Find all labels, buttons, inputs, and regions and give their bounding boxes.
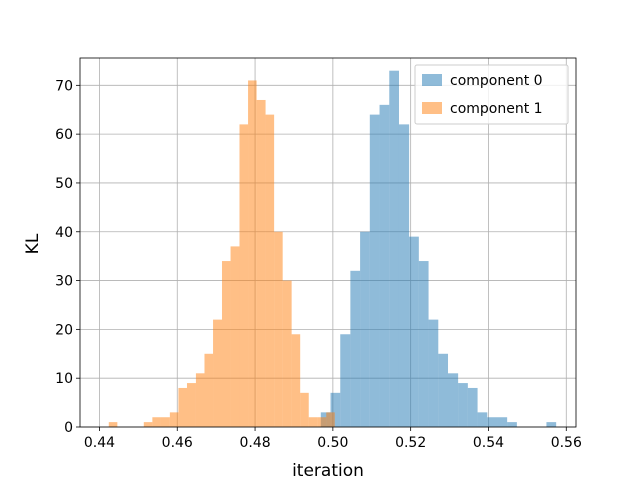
- histogram-bar-series-0: [477, 412, 488, 427]
- histogram-bars: [108, 70, 557, 427]
- histogram-bar-series-0: [418, 261, 429, 427]
- histogram-bar-series-0: [438, 353, 449, 427]
- histogram-bar-series-1: [108, 422, 118, 427]
- histogram-bar-series-1: [326, 412, 335, 427]
- histogram-bar-series-0: [340, 334, 351, 427]
- histogram-bar-series-1: [300, 392, 309, 427]
- y-tick-label: 60: [55, 127, 73, 143]
- histogram-bar-series-1: [160, 417, 170, 427]
- y-tick-label: 10: [55, 371, 73, 387]
- histogram-bar-series-1: [239, 124, 249, 427]
- histogram-bar-series-1: [204, 353, 214, 427]
- histogram-bar-series-0: [428, 319, 439, 427]
- histogram-bar-series-1: [274, 231, 283, 427]
- histogram-bar-series-0: [487, 417, 498, 427]
- histogram-bar-series-0: [389, 70, 399, 427]
- histogram-bar-series-1: [248, 80, 257, 427]
- histogram-bar-series-0: [448, 373, 459, 427]
- histogram-bar-series-1: [265, 114, 275, 427]
- x-axis-label: iteration: [292, 461, 364, 480]
- histogram-bar-series-0: [379, 104, 390, 427]
- histogram-bar-series-0: [507, 422, 517, 427]
- histogram-bar-series-0: [398, 124, 410, 427]
- x-tick-label: 0.52: [395, 435, 426, 451]
- histogram-bar-series-1: [230, 246, 240, 427]
- y-axis-label: KL: [23, 233, 43, 254]
- histogram-bar-series-0: [360, 231, 370, 427]
- y-axis-ticks: 0 10 20 30 40 50 60 70: [55, 78, 80, 436]
- y-tick-label: 40: [55, 225, 73, 241]
- histogram-bar-series-1: [178, 387, 187, 427]
- histogram-bar-series-1: [169, 412, 179, 427]
- histogram-bar-series-1: [143, 422, 153, 427]
- legend-label: component 1: [450, 101, 543, 117]
- x-tick-label: 0.54: [473, 435, 504, 451]
- legend-swatch: [422, 74, 442, 86]
- histogram-bar-series-1: [256, 99, 266, 427]
- legend-box: [414, 64, 569, 125]
- x-axis-ticks: 0.44 0.46 0.48 0.50 0.52 0.54 0.56: [84, 427, 582, 451]
- histogram-bar-series-1: [317, 417, 327, 427]
- plot-frame: [79, 57, 577, 428]
- histogram-bar-series-1: [213, 319, 222, 427]
- x-tick-label: 0.50: [317, 435, 348, 451]
- x-tick-label: 0.56: [551, 435, 582, 451]
- y-tick-label: 70: [55, 78, 73, 94]
- histogram-bar-series-1: [152, 417, 161, 427]
- histogram-bar-series-1: [308, 417, 318, 427]
- histogram-bar-series-0: [458, 383, 468, 427]
- histogram-bar-series-0: [467, 387, 478, 427]
- histogram-bar-series-0: [546, 422, 557, 427]
- histogram-bar-series-0: [497, 417, 508, 427]
- y-tick-label: 20: [55, 322, 73, 338]
- histogram-bar-series-0: [350, 270, 361, 427]
- x-tick-label: 0.48: [239, 435, 270, 451]
- y-tick-label: 0: [64, 420, 73, 436]
- histogram-bar-series-1: [291, 334, 301, 427]
- histogram-bar-series-1: [221, 261, 231, 427]
- histogram-bar-series-0: [409, 236, 419, 427]
- histogram-bar-series-1: [186, 383, 196, 427]
- y-tick-label: 30: [55, 274, 73, 290]
- legend: component 0 component 1: [414, 64, 569, 125]
- histogram-bar-series-0: [369, 114, 380, 427]
- legend-label: component 0: [450, 73, 543, 89]
- x-tick-label: 0.44: [84, 435, 115, 451]
- histogram-bar-series-1: [282, 280, 292, 427]
- histogram-bar-series-0: [330, 392, 341, 427]
- histogram-bar-series-1: [195, 373, 205, 427]
- legend-swatch: [422, 102, 442, 114]
- y-tick-label: 50: [55, 176, 73, 192]
- x-tick-label: 0.46: [162, 435, 193, 451]
